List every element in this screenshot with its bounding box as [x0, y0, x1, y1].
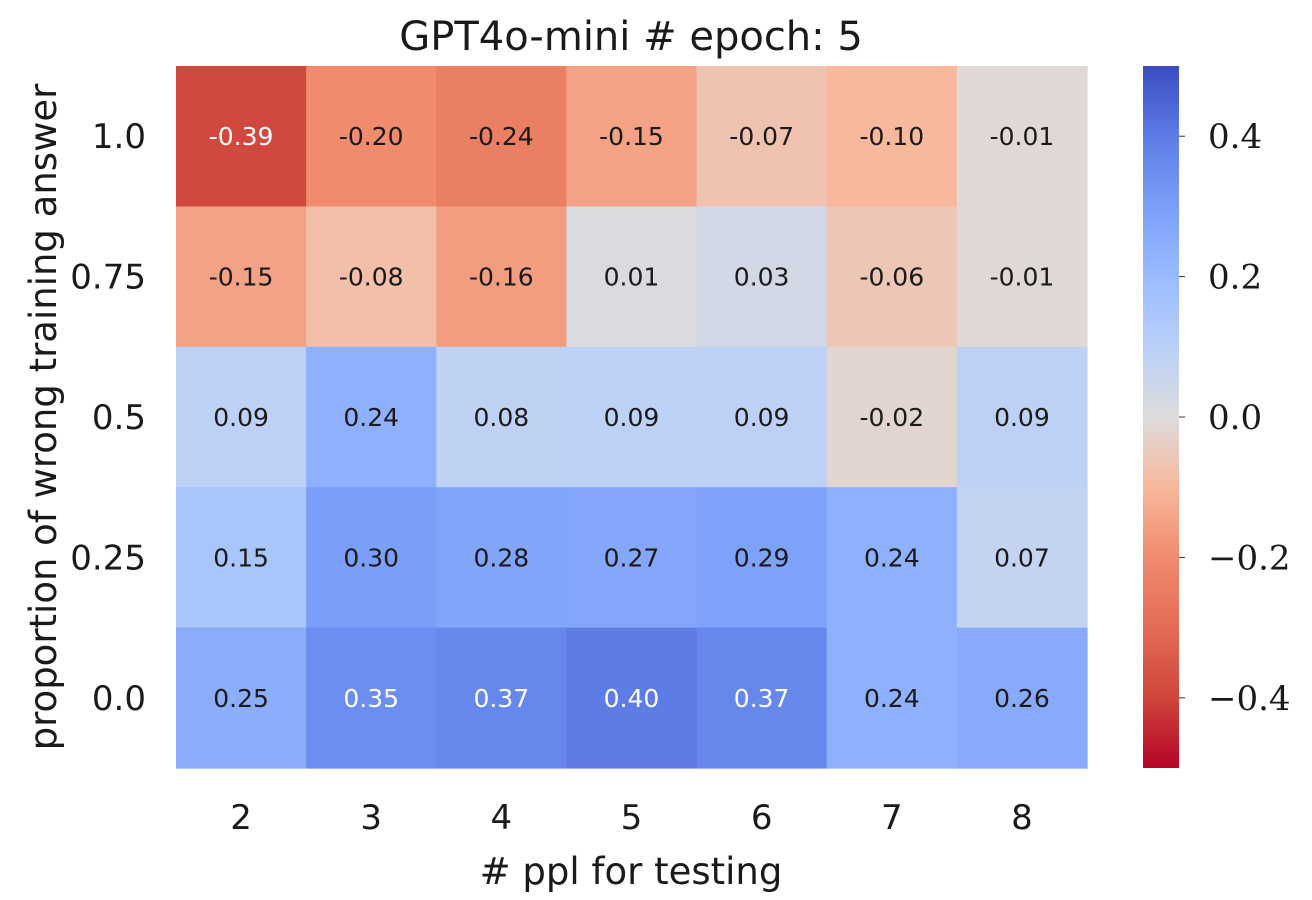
cell-value-label: 0.24	[864, 684, 920, 713]
heatmap-cell	[566, 627, 698, 769]
heatmap-cell	[436, 487, 568, 629]
heatmap-cell	[696, 487, 828, 629]
cell-value-label: 0.07	[994, 543, 1050, 572]
cell-value-label: 0.37	[734, 684, 790, 713]
cell-value-label: 0.25	[213, 684, 269, 713]
heatmap-cell	[306, 487, 437, 629]
colorbar-tick-label: −0.2	[1208, 538, 1291, 578]
heatmap-cell	[436, 206, 568, 348]
cell-value-label: 0.27	[604, 543, 660, 572]
cell-value-label: -0.10	[859, 122, 924, 151]
cell-value-label: 0.09	[604, 403, 660, 432]
heatmap-cell	[566, 206, 698, 348]
heatmap-cell	[696, 206, 828, 348]
colorbar-tick-label: 0.4	[1208, 117, 1262, 157]
cell-value-label: 0.09	[213, 403, 269, 432]
cell-value-label: 0.09	[734, 403, 790, 432]
heatmap-cell	[176, 346, 307, 488]
heatmap-cell	[826, 66, 958, 207]
y-tick-label: 0.25	[70, 538, 146, 578]
heatmap-cell	[956, 346, 1088, 488]
heatmap-cell	[436, 346, 568, 488]
heatmap-cell	[696, 66, 828, 207]
cell-value-label: -0.15	[599, 122, 664, 151]
cell-value-label: 0.24	[343, 403, 399, 432]
cell-value-label: 0.03	[734, 263, 790, 292]
cell-value-label: -0.08	[339, 263, 404, 292]
heatmap-cells: -0.39 -0.20 -0.24 -0.15 -0.07 -0.10 -0.01 -0.15…	[176, 66, 1088, 769]
x-tick-label: 7	[881, 798, 903, 838]
x-tick-label: 6	[751, 798, 773, 838]
heatmap-cell	[566, 346, 698, 488]
x-tick-label: 2	[230, 798, 252, 838]
y-tick-label: 0.0	[92, 679, 146, 719]
heatmap-cell	[956, 487, 1088, 629]
heatmap-cell	[176, 487, 307, 629]
x-tick-label: 3	[360, 798, 382, 838]
cell-value-label: 0.08	[474, 403, 530, 432]
colorbar-ticks: 0.4 0.2 0.0 −0.2 −0.4	[1179, 117, 1291, 719]
cell-value-label: 0.35	[343, 684, 399, 713]
cell-value-label: 0.37	[474, 684, 530, 713]
cell-value-label: -0.20	[339, 122, 404, 151]
heatmap-cell	[826, 206, 958, 348]
heatmap-cell	[306, 206, 437, 348]
x-axis-label: # ppl for testing	[480, 850, 783, 893]
y-tick-labels: 1.0 0.75 0.5 0.25 0.0	[70, 117, 146, 719]
y-tick-label: 0.5	[92, 398, 146, 438]
heatmap-cell	[306, 66, 437, 207]
cell-value-label: -0.07	[729, 122, 794, 151]
cell-value-label: -0.01	[990, 122, 1055, 151]
cell-value-label: 0.26	[994, 684, 1050, 713]
cell-value-label: 0.28	[474, 543, 530, 572]
y-axis-label: proportion of wrong training answer	[22, 83, 65, 750]
cell-value-label: 0.24	[864, 543, 920, 572]
x-tick-labels: 2 3 4 5 6 7 8	[230, 798, 1032, 838]
cell-value-label: 0.40	[604, 684, 660, 713]
heatmap-cell	[176, 206, 307, 348]
x-tick-label: 4	[491, 798, 513, 838]
heatmap-cell	[566, 487, 698, 629]
cell-value-label: 0.29	[734, 543, 790, 572]
cell-value-label: 0.15	[213, 543, 269, 572]
heatmap-cell	[826, 627, 958, 769]
cell-value-label: -0.39	[209, 122, 274, 151]
chart-title: GPT4o-mini # epoch: 5	[399, 14, 863, 60]
cell-value-label: -0.15	[209, 263, 274, 292]
cell-value-label: -0.02	[859, 403, 924, 432]
heatmap-cell	[826, 346, 958, 488]
y-tick-label: 1.0	[92, 117, 146, 157]
heatmap-cell	[826, 487, 958, 629]
heatmap-cell	[696, 346, 828, 488]
colorbar-tick-label: 0.2	[1208, 258, 1262, 298]
cell-value-label: 0.09	[994, 403, 1050, 432]
cell-value-label: -0.01	[990, 263, 1055, 292]
x-tick-label: 8	[1011, 798, 1033, 838]
y-tick-label: 0.75	[70, 258, 146, 298]
heatmap-cell	[566, 66, 698, 207]
heatmap-cell	[956, 206, 1088, 348]
heatmap-cell	[306, 346, 437, 488]
x-tick-label: 5	[621, 798, 643, 838]
heatmap-cell	[306, 627, 437, 769]
heatmap-cell	[436, 66, 568, 207]
heatmap-cell	[436, 627, 568, 769]
colorbar	[1143, 66, 1179, 768]
cell-value-label: -0.16	[469, 263, 534, 292]
colorbar-tick-label: −0.4	[1208, 679, 1291, 719]
cell-value-label: 0.01	[604, 263, 660, 292]
colorbar-tick-label: 0.0	[1208, 398, 1262, 438]
cell-value-label: -0.06	[859, 263, 924, 292]
heatmap-cell	[956, 627, 1088, 769]
heatmap-cell	[176, 627, 307, 769]
cell-value-label: -0.24	[469, 122, 534, 151]
heatmap-cell	[176, 66, 307, 207]
cell-value-label: 0.30	[343, 543, 399, 572]
heatmap-cell	[956, 66, 1088, 207]
heatmap-cell	[696, 627, 828, 769]
